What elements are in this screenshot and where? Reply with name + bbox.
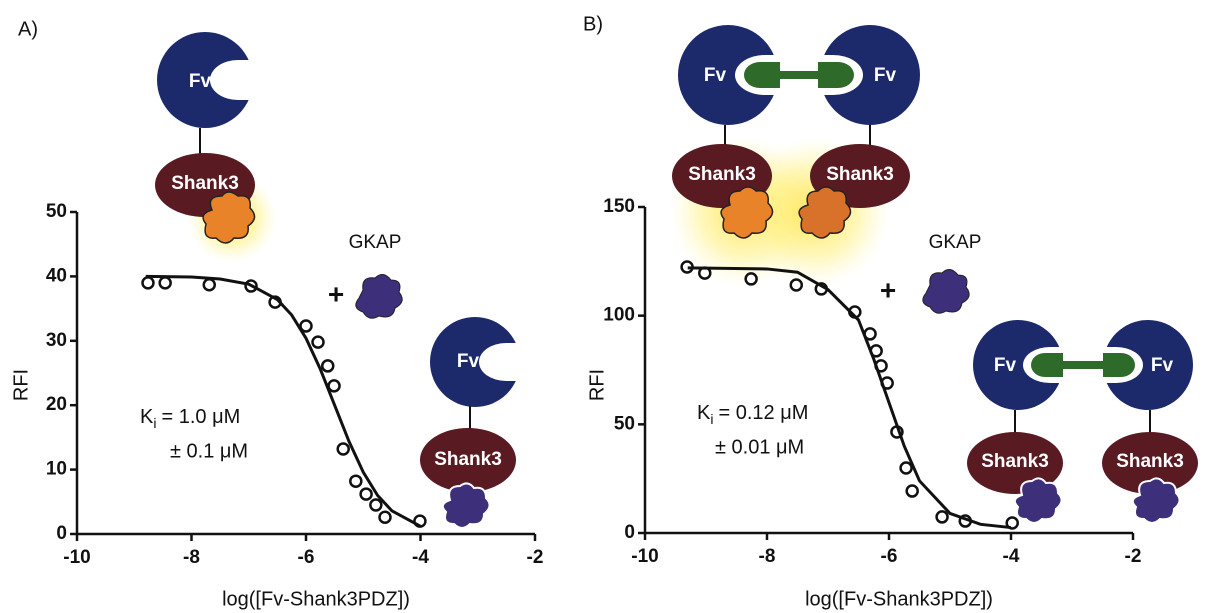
shank-label: Shank3 (434, 449, 502, 470)
fv-label: Fv (704, 65, 727, 86)
panel-label: B) (583, 13, 603, 35)
data-point (937, 511, 948, 522)
x-tick-label: -4 (412, 547, 429, 568)
data-point (329, 380, 340, 391)
shank-label: Shank3 (826, 164, 894, 185)
fv-label: Fv (457, 351, 480, 372)
x-tick-label: -10 (63, 547, 90, 568)
ki-symbol: K (697, 402, 711, 424)
x-tick-label: -8 (183, 547, 200, 568)
y-axis-label: RFI (10, 369, 32, 401)
ligand-label: GKAP (929, 232, 982, 253)
data-point (907, 486, 918, 497)
ligand-label: GKAP (349, 232, 402, 253)
shank-label: Shank3 (688, 164, 756, 185)
fv-label: Fv (874, 65, 897, 86)
data-point (142, 277, 153, 288)
y-tick-label: 40 (46, 265, 67, 286)
data-point (361, 489, 372, 500)
fv-label: Fv (1151, 355, 1174, 376)
data-point (322, 360, 333, 371)
data-point (313, 337, 324, 348)
x-tick-label: -10 (631, 546, 658, 567)
fv-label: Fv (994, 355, 1017, 376)
x-tick-label: -8 (759, 546, 776, 567)
plus-sign: + (880, 274, 896, 305)
plot: 0 10 20 30 40 50 -10 -8 -6 -4 -2 log([Fv-Shank3PDZ]… (10, 201, 543, 610)
data-point (746, 273, 757, 284)
y-tick-label: 50 (46, 201, 67, 222)
plus-sign: + (328, 278, 344, 309)
ki-symbol: K (140, 406, 154, 428)
panel-label: A) (18, 18, 38, 40)
y-tick-label: 20 (46, 394, 67, 415)
y-tick-label: 50 (614, 413, 635, 434)
shank-label: Shank3 (981, 451, 1049, 472)
ki-subscript: i (153, 415, 156, 431)
x-axis-label: log([Fv-Shank3PDZ]) (805, 588, 993, 610)
ki-error: ± 0.1 μM (170, 440, 248, 462)
ki-value: = 0.12 μM (718, 402, 808, 424)
y-axis-label: RFI (586, 369, 608, 401)
y-tick-label: 150 (603, 196, 635, 217)
ki-annotation: Ki = 0.12 μM (697, 402, 808, 426)
fit-curve (688, 268, 1011, 528)
data-point (791, 280, 802, 291)
x-tick-label: -6 (298, 547, 315, 568)
data-point (370, 500, 381, 511)
y-tick-label: 30 (46, 330, 67, 351)
x-tick-label: -2 (1125, 546, 1142, 567)
figure: A) B) Fv Shank3 GKAP + Fv Shank3 (0, 0, 1209, 613)
y-tick-label: 0 (56, 523, 67, 544)
ki-value: = 1.0 μM (161, 406, 240, 428)
data-point (350, 476, 361, 487)
y-tick-label: 0 (624, 522, 635, 543)
ki-subscript: i (710, 411, 713, 427)
data-point (160, 277, 171, 288)
x-tick-label: -2 (527, 547, 544, 568)
data-point (380, 512, 391, 523)
x-tick-label: -6 (881, 546, 898, 567)
data-point (204, 279, 215, 290)
data-point (901, 463, 912, 474)
x-axis-label: log([Fv-Shank3PDZ]) (222, 588, 410, 610)
fv-label: Fv (189, 71, 212, 92)
ki-annotation: Ki = 1.0 μM (140, 406, 240, 430)
data-point (338, 443, 349, 454)
y-tick-label: 10 (46, 459, 67, 480)
shank-label: Shank3 (1116, 451, 1184, 472)
ki-error: ± 0.01 μM (715, 436, 804, 458)
y-tick-label: 100 (603, 305, 635, 326)
shank-label: Shank3 (171, 173, 239, 194)
x-tick-label: -4 (1003, 546, 1020, 567)
